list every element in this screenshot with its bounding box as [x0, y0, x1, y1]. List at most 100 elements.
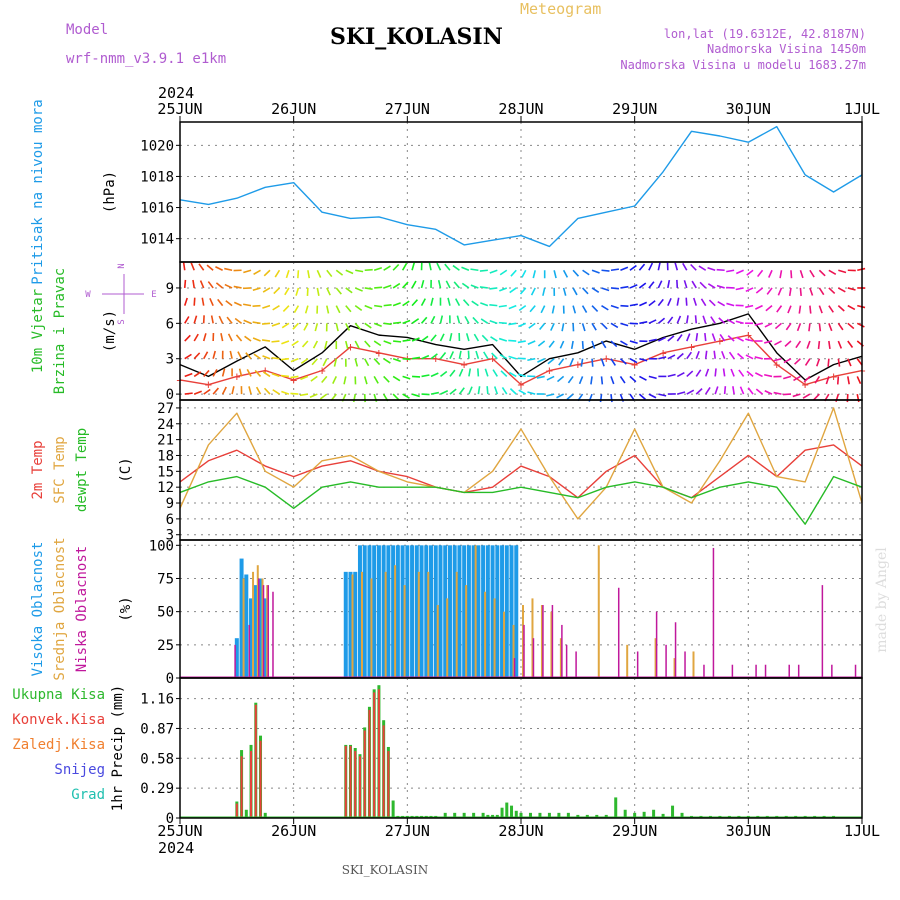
pressure-ytick-label: 1018: [140, 169, 174, 185]
wind-arrow: [796, 323, 802, 332]
wind-arrow: [447, 297, 451, 306]
wind-arrow: [537, 357, 546, 363]
wind-arrow: [392, 375, 401, 382]
wind-ytick-label: 3: [166, 352, 174, 368]
precipitation-bar: [244, 809, 248, 818]
wind-arrow: [837, 340, 843, 349]
wind-arrow: [667, 316, 674, 324]
wind-arrow: [224, 267, 233, 272]
legend-grad: Grad: [71, 787, 105, 803]
wind-arrow: [402, 375, 411, 380]
wind-arrow: [499, 269, 508, 276]
pressure-ylabel: (hPa): [102, 171, 118, 213]
wind-arrow: [658, 356, 667, 360]
clouds-bar: [438, 545, 443, 678]
wind-arrow: [698, 265, 707, 271]
clouds-bar: [381, 545, 386, 678]
wind-arrow: [243, 269, 252, 274]
wind-arrow: [657, 336, 666, 342]
wind-arrow: [657, 262, 661, 271]
wind-arrow: [847, 340, 854, 348]
clouds-bar: [452, 545, 457, 678]
wind-arrow: [508, 322, 517, 326]
clouds-bar: [410, 545, 415, 678]
wind-arrow: [326, 269, 333, 278]
wind-arrow: [307, 270, 311, 279]
wind-series-line: [179, 313, 863, 381]
wind-arrow: [798, 305, 802, 314]
x-label-bottom: 25JUN: [157, 822, 202, 840]
clouds-bar: [854, 664, 857, 678]
precipitation-bar: [349, 745, 352, 818]
precipitation-bar: [263, 812, 267, 818]
wind-arrow: [856, 376, 862, 385]
x-label-top: 29JUN: [612, 100, 657, 118]
x-label-bottom: 26JUN: [271, 822, 316, 840]
clouds-bar: [343, 571, 348, 678]
wind-arrow: [686, 333, 691, 342]
precipitation-bar: [377, 689, 380, 818]
wind-arrow: [828, 340, 831, 350]
wind-arrow: [392, 393, 400, 401]
wind-arrow: [402, 319, 411, 325]
wind-arrow: [708, 299, 716, 307]
clouds-bar: [446, 598, 449, 678]
wind-arrow: [551, 305, 555, 314]
wind-arrow: [421, 335, 429, 342]
wind-arrow: [686, 389, 695, 395]
wind-arrow: [209, 298, 214, 306]
wind-arrow: [726, 269, 735, 273]
clouds-bar: [433, 545, 438, 678]
wind-arrow: [184, 372, 193, 378]
gust-marker: +: [574, 358, 581, 372]
wind-arrow: [572, 269, 580, 277]
wind-arrow: [813, 393, 820, 401]
precipitation-bar: [614, 797, 618, 818]
clouds-bar: [513, 658, 516, 678]
wind-arrow: [783, 358, 792, 364]
wind-arrow: [686, 370, 694, 378]
gust-marker: +: [773, 358, 780, 372]
wind-arrow: [747, 387, 754, 395]
wind-arrow: [449, 388, 457, 395]
wind-arrow: [411, 318, 420, 324]
wind-arrow: [638, 282, 647, 289]
x-label-top: 28JUN: [498, 100, 543, 118]
clouds-bar: [531, 598, 534, 678]
wind-arrow: [392, 282, 401, 289]
wind-arrow: [685, 297, 688, 306]
clouds-bar: [272, 591, 274, 678]
wind-arrow: [695, 369, 702, 377]
wind-arrow: [735, 320, 744, 325]
clouds-ytick-label: 100: [149, 538, 174, 554]
wind-arrow: [335, 305, 341, 314]
wind-arrow: [735, 269, 744, 275]
wind-arrow: [300, 358, 309, 364]
wind-arrow: [556, 393, 564, 399]
wind-arrow: [667, 373, 676, 378]
wind-arrow: [756, 269, 764, 278]
wind-arrow: [373, 267, 383, 272]
wind-arrow: [814, 375, 821, 384]
gust-marker: +: [631, 358, 638, 372]
wind-arrow: [420, 316, 428, 324]
temperature-ytick-label: 12: [157, 480, 174, 496]
precipitation-bar: [495, 814, 499, 818]
clouds-bar: [414, 545, 419, 678]
clouds-bar: [443, 545, 448, 678]
wind-arrow: [799, 287, 802, 296]
station-title: SKI_KOLASIN: [330, 24, 503, 50]
wind-arrow: [470, 268, 479, 272]
wind-arrow: [293, 305, 300, 313]
precipitation-bar: [250, 751, 253, 818]
wind-arrow: [639, 375, 647, 381]
wind-arrow: [255, 386, 262, 395]
wind-arrow: [648, 393, 657, 399]
precipitation-ylabel: 1hr Precip (mm): [110, 685, 126, 811]
year-bottom: 2024: [158, 839, 194, 857]
wind-arrow: [629, 375, 637, 383]
gust-marker: +: [603, 352, 610, 366]
